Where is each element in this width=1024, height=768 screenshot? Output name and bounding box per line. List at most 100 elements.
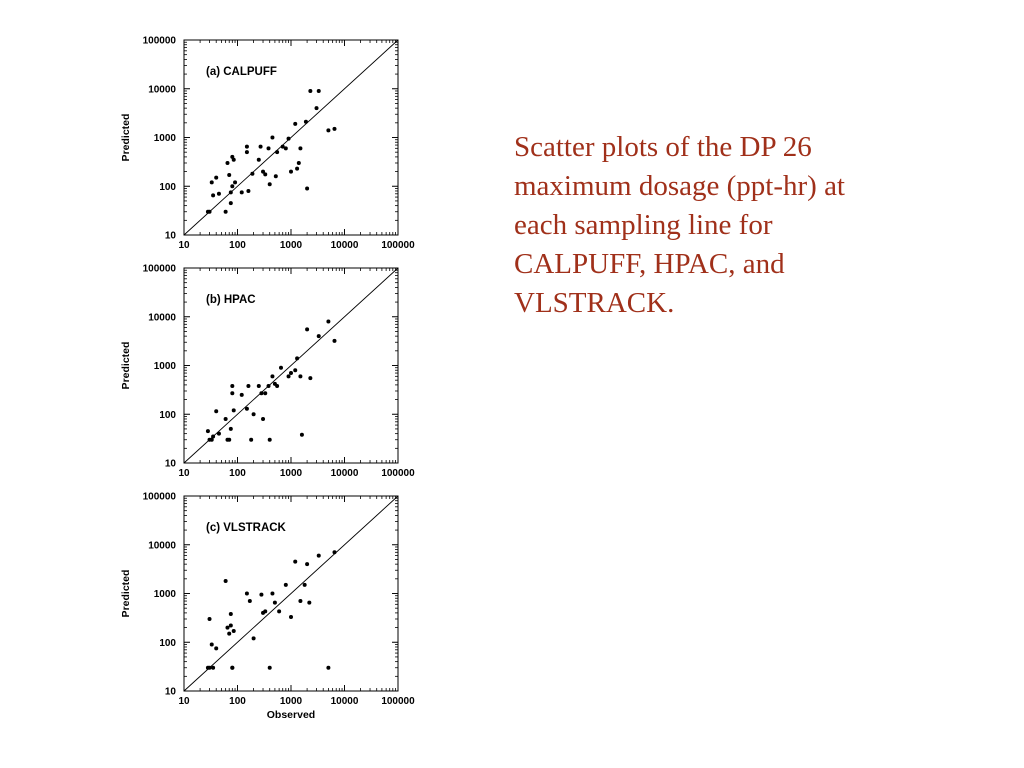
x-tick-label: 1000 [280, 696, 303, 707]
data-point [259, 391, 264, 396]
x-tick-label: 10 [178, 240, 190, 251]
panel-title: (c) VLSTRACK [206, 522, 287, 534]
data-point [207, 209, 212, 214]
y-tick-label: 10000 [148, 84, 176, 95]
data-point [259, 592, 264, 597]
data-point [231, 157, 236, 162]
data-point [223, 209, 228, 214]
x-tick-label: 10 [178, 468, 190, 479]
data-point [316, 334, 321, 339]
data-point [302, 582, 307, 587]
data-point [326, 665, 331, 670]
x-tick-label: 100 [229, 240, 246, 251]
data-point [298, 374, 303, 379]
y-tick-label: 10 [165, 459, 177, 470]
y-tick-label: 100000 [143, 36, 177, 47]
y-tick-label: 1000 [154, 361, 177, 372]
data-point [227, 173, 232, 178]
one-to-one-line [183, 39, 399, 236]
data-point [278, 365, 283, 370]
data-point [227, 631, 232, 636]
data-point [249, 437, 254, 442]
data-point [326, 128, 331, 133]
data-point [216, 431, 221, 436]
data-point [228, 426, 233, 431]
data-point [244, 144, 249, 149]
y-tick-label: 10000 [148, 312, 176, 323]
data-point [228, 611, 233, 616]
data-point [214, 175, 219, 180]
data-point [256, 157, 261, 162]
one-to-one-line [183, 495, 399, 692]
data-point [228, 201, 233, 206]
data-point [299, 432, 304, 437]
one-to-one-line [183, 267, 399, 464]
y-tick-label: 1000 [154, 589, 177, 600]
data-point [266, 383, 271, 388]
data-point [246, 383, 251, 388]
data-point [216, 191, 221, 196]
y-axis-title: Predicted [120, 570, 132, 618]
data-point [211, 193, 216, 198]
data-point [211, 434, 216, 439]
data-point [205, 429, 210, 434]
data-point [298, 599, 303, 604]
data-point [225, 625, 230, 630]
data-point [270, 374, 275, 379]
data-point [256, 383, 261, 388]
data-point [263, 609, 268, 614]
data-point [258, 144, 263, 149]
data-point [261, 416, 266, 421]
data-point [227, 437, 232, 442]
y-tick-label: 10 [165, 687, 177, 698]
y-tick-label: 10000 [148, 540, 176, 551]
data-point [239, 392, 244, 397]
data-point [230, 665, 235, 670]
y-tick-label: 1000 [154, 133, 177, 144]
y-axis-title: Predicted [120, 342, 132, 390]
data-point [283, 582, 288, 587]
caption-text: Scatter plots of the DP 26 maximum dosag… [514, 131, 845, 319]
data-point [228, 190, 233, 195]
data-point [223, 579, 228, 584]
x-tick-label: 100000 [381, 696, 415, 707]
x-axis-title: Observed [267, 709, 315, 721]
data-point [295, 356, 300, 361]
data-point [305, 327, 310, 332]
y-axis-title: Predicted [120, 114, 132, 162]
data-point [244, 150, 249, 155]
data-point [286, 136, 291, 141]
data-point [289, 169, 293, 174]
data-point [277, 609, 282, 614]
data-point [308, 88, 313, 93]
data-point [295, 166, 300, 171]
data-point [267, 182, 272, 187]
data-point [307, 600, 312, 605]
data-point [270, 591, 275, 596]
data-point [293, 368, 298, 373]
data-point [231, 629, 236, 634]
data-point [289, 371, 293, 376]
data-point [305, 562, 310, 567]
data-point [316, 88, 321, 93]
x-tick-label: 100 [229, 696, 246, 707]
data-point [332, 126, 337, 131]
data-point [239, 190, 244, 195]
data-point [263, 391, 268, 396]
panel-title: (b) HPAC [206, 294, 256, 306]
data-point [286, 374, 291, 379]
data-point [230, 184, 235, 189]
data-point [244, 406, 249, 411]
data-point [207, 665, 212, 670]
y-tick-label: 100000 [143, 264, 177, 275]
x-tick-label: 10000 [331, 696, 359, 707]
data-point [263, 172, 268, 177]
data-point [209, 437, 214, 442]
x-tick-label: 10000 [331, 240, 359, 251]
x-tick-label: 100000 [381, 240, 415, 251]
data-point [231, 408, 236, 413]
